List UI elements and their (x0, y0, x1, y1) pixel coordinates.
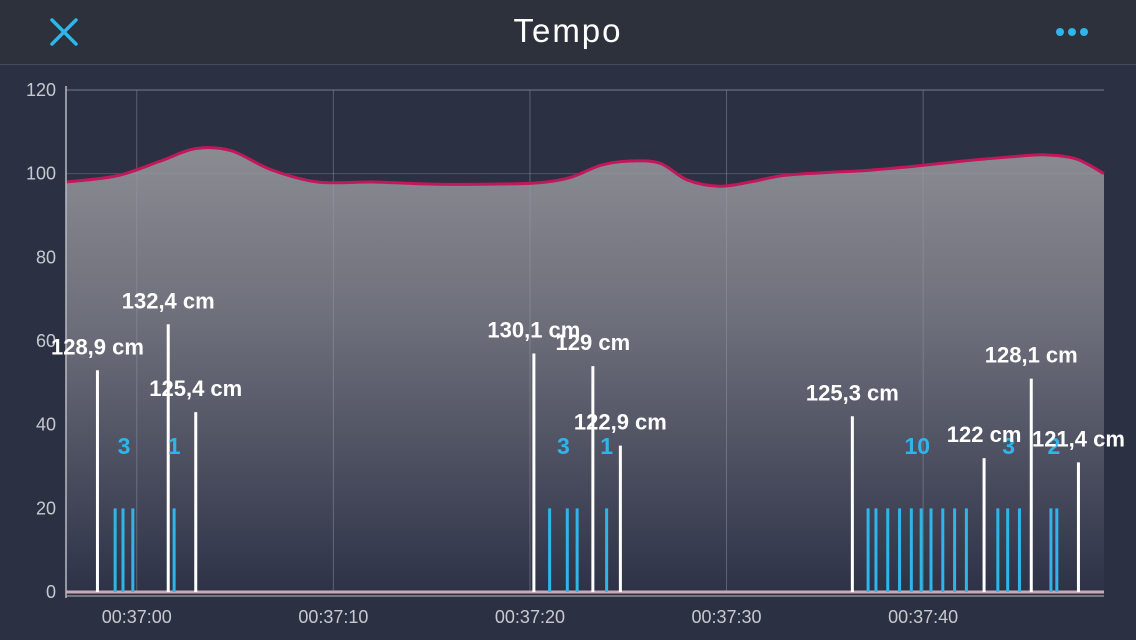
y-tick-label: 100 (26, 164, 56, 184)
tempo-line (65, 146, 1105, 188)
swing-label: 128,1 cm (985, 343, 1078, 368)
swing-label: 128,9 cm (51, 334, 144, 359)
y-tick-label: 40 (36, 415, 56, 435)
bounce-count: 3 (118, 433, 131, 459)
swing-label: 132,4 cm (122, 288, 215, 313)
swing-label: 129 cm (556, 330, 631, 355)
tempo-area (66, 147, 1104, 592)
swing-label: 122 cm (947, 422, 1022, 447)
y-tick-label: 60 (36, 331, 56, 351)
bounce-count: 1 (168, 433, 181, 459)
top-bar: Tempo (0, 0, 1136, 65)
tempo-chart: 0 20 40 60 80 100 120 00:37:00 00:37:10 00:37:20 0… (26, 80, 1125, 627)
bounce-count: 3 (557, 433, 570, 459)
page-title: Tempo (513, 12, 623, 49)
bounce-count: 2 (1047, 433, 1060, 459)
swing-label: 121,4 cm (1032, 426, 1125, 451)
bounce-count: 3 (1002, 433, 1015, 459)
x-tick-label: 00:37:20 (495, 607, 565, 627)
x-tick-label: 00:37:40 (888, 607, 958, 627)
more-button[interactable] (1044, 8, 1100, 56)
y-tick-label: 20 (36, 498, 56, 518)
swing-label: 122,9 cm (574, 410, 667, 435)
x-tick-label: 00:37:30 (692, 607, 762, 627)
more-dots-icon (1056, 28, 1088, 36)
y-tick-label: 0 (46, 582, 56, 602)
x-tick-label: 00:37:00 (102, 607, 172, 627)
swing-label: 130,1 cm (487, 318, 580, 343)
y-tick-label: 120 (26, 80, 56, 100)
swing-label: 125,3 cm (806, 380, 899, 405)
close-x-icon (50, 18, 78, 46)
bounce-count: 1 (600, 433, 613, 459)
y-tick-label: 80 (36, 247, 56, 267)
swing-label: 125,4 cm (149, 376, 242, 401)
bounce-count: 10 (904, 433, 930, 459)
close-button[interactable] (40, 8, 88, 56)
x-tick-label: 00:37:10 (298, 607, 368, 627)
